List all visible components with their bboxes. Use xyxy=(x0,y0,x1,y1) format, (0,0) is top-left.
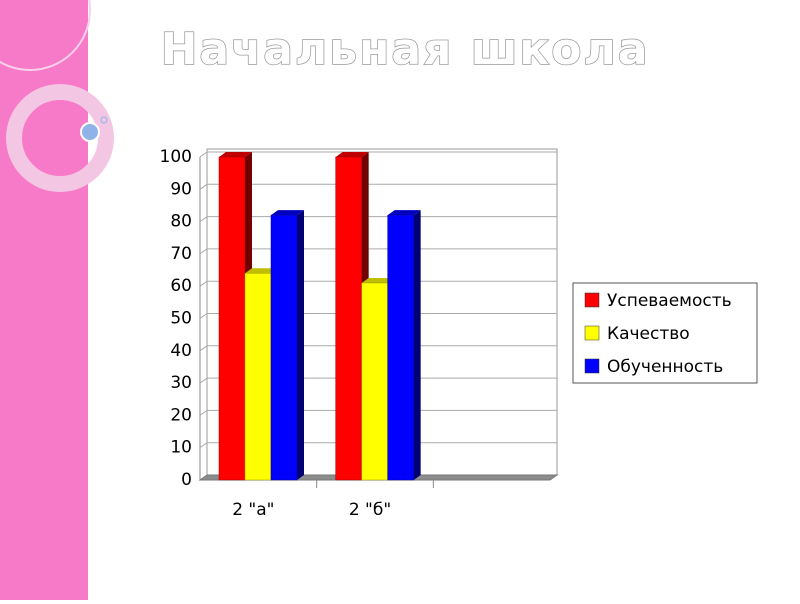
bar xyxy=(335,156,362,481)
y-tick-label: 0 xyxy=(181,470,192,490)
bar-top xyxy=(361,277,395,283)
grid-line xyxy=(199,248,557,255)
bar xyxy=(270,214,298,481)
y-tick-label: 60 xyxy=(170,276,192,296)
bar-top xyxy=(387,210,421,216)
grid-line xyxy=(199,280,557,287)
bar-top xyxy=(335,152,369,157)
chart-title: Начальная школа xyxy=(161,24,650,75)
bar xyxy=(361,282,388,481)
decor-ring xyxy=(6,84,114,192)
bar xyxy=(387,214,414,481)
legend-label: Качество xyxy=(607,324,690,344)
y-tick-label: 20 xyxy=(170,405,192,425)
y-tick-label: 40 xyxy=(170,341,192,361)
decor-bubble xyxy=(100,116,108,124)
y-tick-label: 100 xyxy=(160,147,192,167)
bar-top xyxy=(219,152,252,157)
legend-swatch xyxy=(584,292,600,308)
grid-line xyxy=(199,345,557,352)
y-tick-label: 50 xyxy=(170,309,192,329)
y-tick-label: 70 xyxy=(170,244,192,264)
bar-top xyxy=(271,210,304,216)
x-tick-label: 2 "а" xyxy=(232,500,274,520)
legend-label: Обученность xyxy=(607,357,723,377)
decor-bubble xyxy=(80,122,100,142)
bar xyxy=(244,273,272,481)
grid-line xyxy=(199,442,557,449)
decor-circle xyxy=(0,0,91,71)
y-tick-label: 30 xyxy=(170,373,192,393)
y-tick-label: 80 xyxy=(170,212,192,232)
legend-box xyxy=(572,282,758,384)
bar-top xyxy=(245,268,278,274)
x-tick-label: 2 "б" xyxy=(349,500,391,520)
legend-swatch xyxy=(584,325,600,341)
bar-side xyxy=(413,210,421,480)
grid-line xyxy=(199,409,557,416)
y-tick-label: 90 xyxy=(170,179,192,199)
legend-label: Успеваемость xyxy=(607,291,732,311)
grid-line xyxy=(199,377,557,384)
grid-line xyxy=(199,183,557,190)
grid-line xyxy=(199,313,557,319)
grid-line xyxy=(199,151,557,158)
grid-line xyxy=(199,216,557,223)
bar-side xyxy=(297,210,304,480)
y-tick-label: 10 xyxy=(170,438,192,458)
bar xyxy=(218,156,246,481)
chart: 0 10 20 30 40 50 60 70 80 90 100 2 "а" 2 "б" Успеваем… xyxy=(160,147,758,520)
legend-swatch xyxy=(584,358,600,374)
